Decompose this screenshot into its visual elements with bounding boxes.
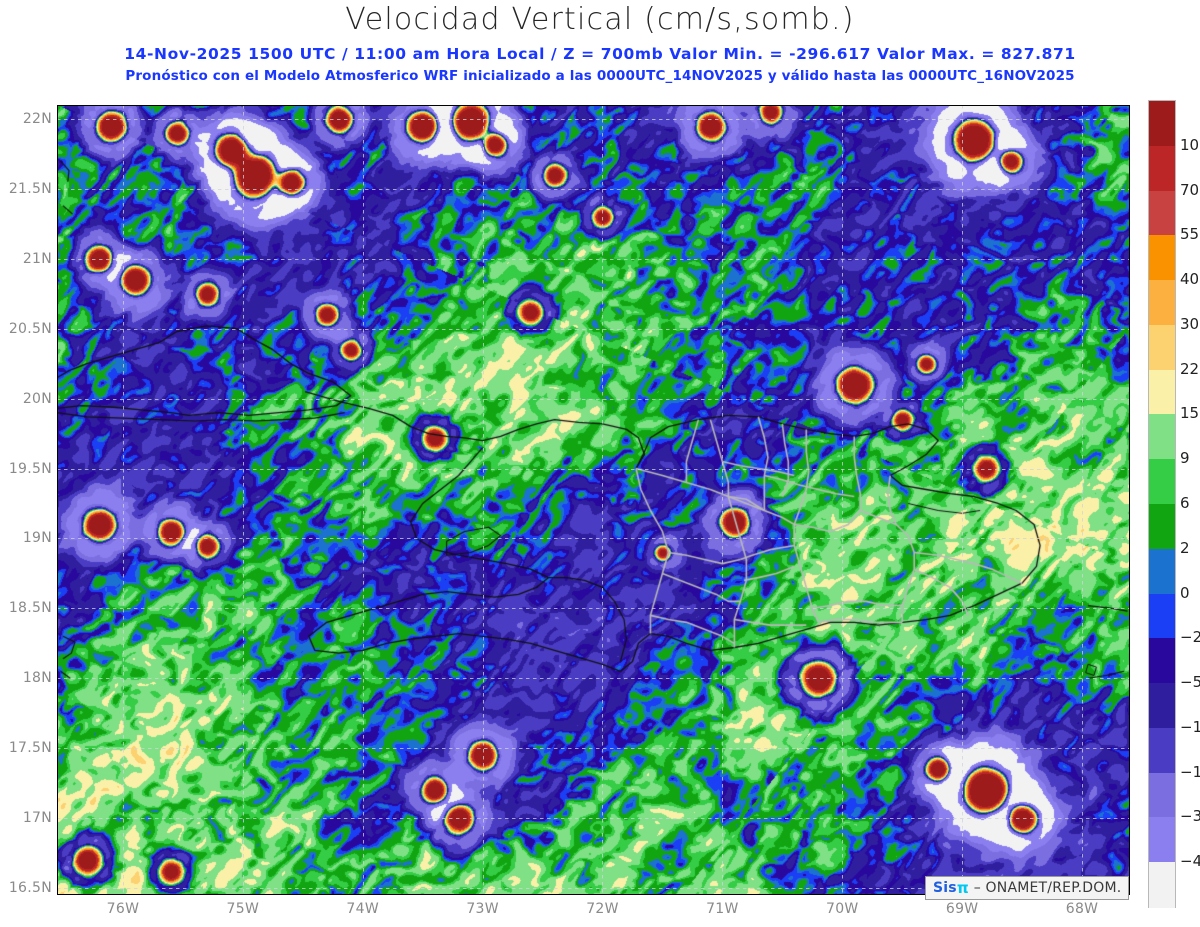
colorbar-band bbox=[1149, 504, 1175, 550]
colorbar-band bbox=[1149, 862, 1175, 908]
colorbar-band bbox=[1149, 817, 1175, 863]
colorbar-tick-label: 70 bbox=[1180, 180, 1200, 199]
y-axis-tick-label: 20N bbox=[22, 390, 52, 407]
colorbar-tick-label: −5 bbox=[1180, 673, 1200, 692]
colorbar-band bbox=[1149, 280, 1175, 326]
y-axis-tick-label: 19N bbox=[22, 530, 52, 547]
map-plot-area[interactable] bbox=[57, 105, 1130, 895]
colorbar-band bbox=[1149, 190, 1175, 236]
x-axis-tick-label: 69W bbox=[945, 901, 979, 917]
x-axis-tick-label: 76W bbox=[106, 901, 140, 917]
colorbar-tick-label: 15 bbox=[1180, 404, 1200, 423]
colorbar-tick-label: 30 bbox=[1180, 314, 1200, 333]
colorbar-band bbox=[1149, 683, 1175, 729]
y-axis-tick-label: 18.5N bbox=[8, 600, 52, 617]
page-title: Velocidad Vertical (cm/s,somb.) bbox=[345, 2, 855, 37]
y-axis-tick-label: 21N bbox=[22, 250, 52, 267]
onamet-logo: Sis π – ONAMET/REP.DOM. bbox=[925, 876, 1130, 900]
colorbar-band bbox=[1149, 548, 1175, 595]
colorbar-tick-label: 0 bbox=[1180, 583, 1190, 602]
logo-sis-text: Sis bbox=[933, 880, 957, 896]
x-axis-tick-label: 74W bbox=[346, 901, 379, 917]
colorbar-band bbox=[1149, 324, 1175, 371]
logo-org-text: – ONAMET/REP.DOM. bbox=[973, 880, 1122, 896]
x-axis-tick-label: 71W bbox=[706, 901, 739, 917]
y-axis-tick-label: 17N bbox=[22, 810, 52, 827]
x-axis-tick-label: 72W bbox=[586, 901, 619, 917]
y-axis-tick-label: 21.5N bbox=[8, 180, 52, 197]
y-axis-tick-label: 18N bbox=[22, 670, 52, 687]
y-axis-tick-label: 19.5N bbox=[8, 460, 52, 477]
colorbar-tick-label: −10 bbox=[1180, 717, 1200, 736]
colorbar-tick-label: 2 bbox=[1180, 538, 1190, 557]
logo-pi-icon: π bbox=[956, 879, 969, 897]
x-axis-tick-label: 68W bbox=[1065, 901, 1099, 917]
colorbar-band bbox=[1149, 369, 1175, 416]
colorbar-tick-label: 55 bbox=[1180, 225, 1200, 244]
subtitle-line2: Pronóstico con el Modelo Atmosferico WRF… bbox=[125, 68, 1075, 84]
colorbar-band bbox=[1149, 235, 1175, 281]
colorbar-tick-label: −2 bbox=[1180, 628, 1200, 647]
x-axis-tick-label: 70W bbox=[825, 901, 859, 917]
y-axis-tick-label: 17.5N bbox=[8, 740, 52, 757]
y-axis-tick-label: 22N bbox=[22, 110, 52, 127]
colorbar-band bbox=[1149, 727, 1175, 774]
vertical-velocity-field bbox=[57, 105, 1130, 895]
colorbar-tick-label: −45 bbox=[1180, 852, 1200, 871]
colorbar-band bbox=[1149, 101, 1175, 147]
colorbar-band bbox=[1149, 459, 1175, 505]
colorbar-band bbox=[1149, 638, 1175, 684]
colorbar-band bbox=[1149, 414, 1175, 460]
colorbar-tick-label: −30 bbox=[1180, 807, 1200, 826]
colorbar-band bbox=[1149, 145, 1175, 192]
colorbar-tick-label: 100 bbox=[1180, 135, 1200, 154]
y-axis-tick-label: 20.5N bbox=[8, 320, 52, 337]
colorbar[interactable] bbox=[1148, 100, 1176, 908]
subtitle-line1: 14-Nov-2025 1500 UTC / 11:00 am Hora Loc… bbox=[124, 45, 1076, 63]
colorbar-band bbox=[1149, 593, 1175, 639]
colorbar-tick-label: 40 bbox=[1180, 270, 1200, 289]
colorbar-tick-label: 22 bbox=[1180, 359, 1200, 378]
colorbar-tick-label: −18 bbox=[1180, 762, 1200, 781]
x-axis-tick-label: 73W bbox=[466, 901, 499, 917]
colorbar-tick-label: 9 bbox=[1180, 449, 1190, 468]
x-axis-tick-label: 75W bbox=[226, 901, 260, 917]
colorbar-tick-label: 6 bbox=[1180, 494, 1190, 512]
colorbar-band bbox=[1149, 772, 1175, 819]
y-axis-tick-label: 16.5N bbox=[8, 880, 52, 896]
